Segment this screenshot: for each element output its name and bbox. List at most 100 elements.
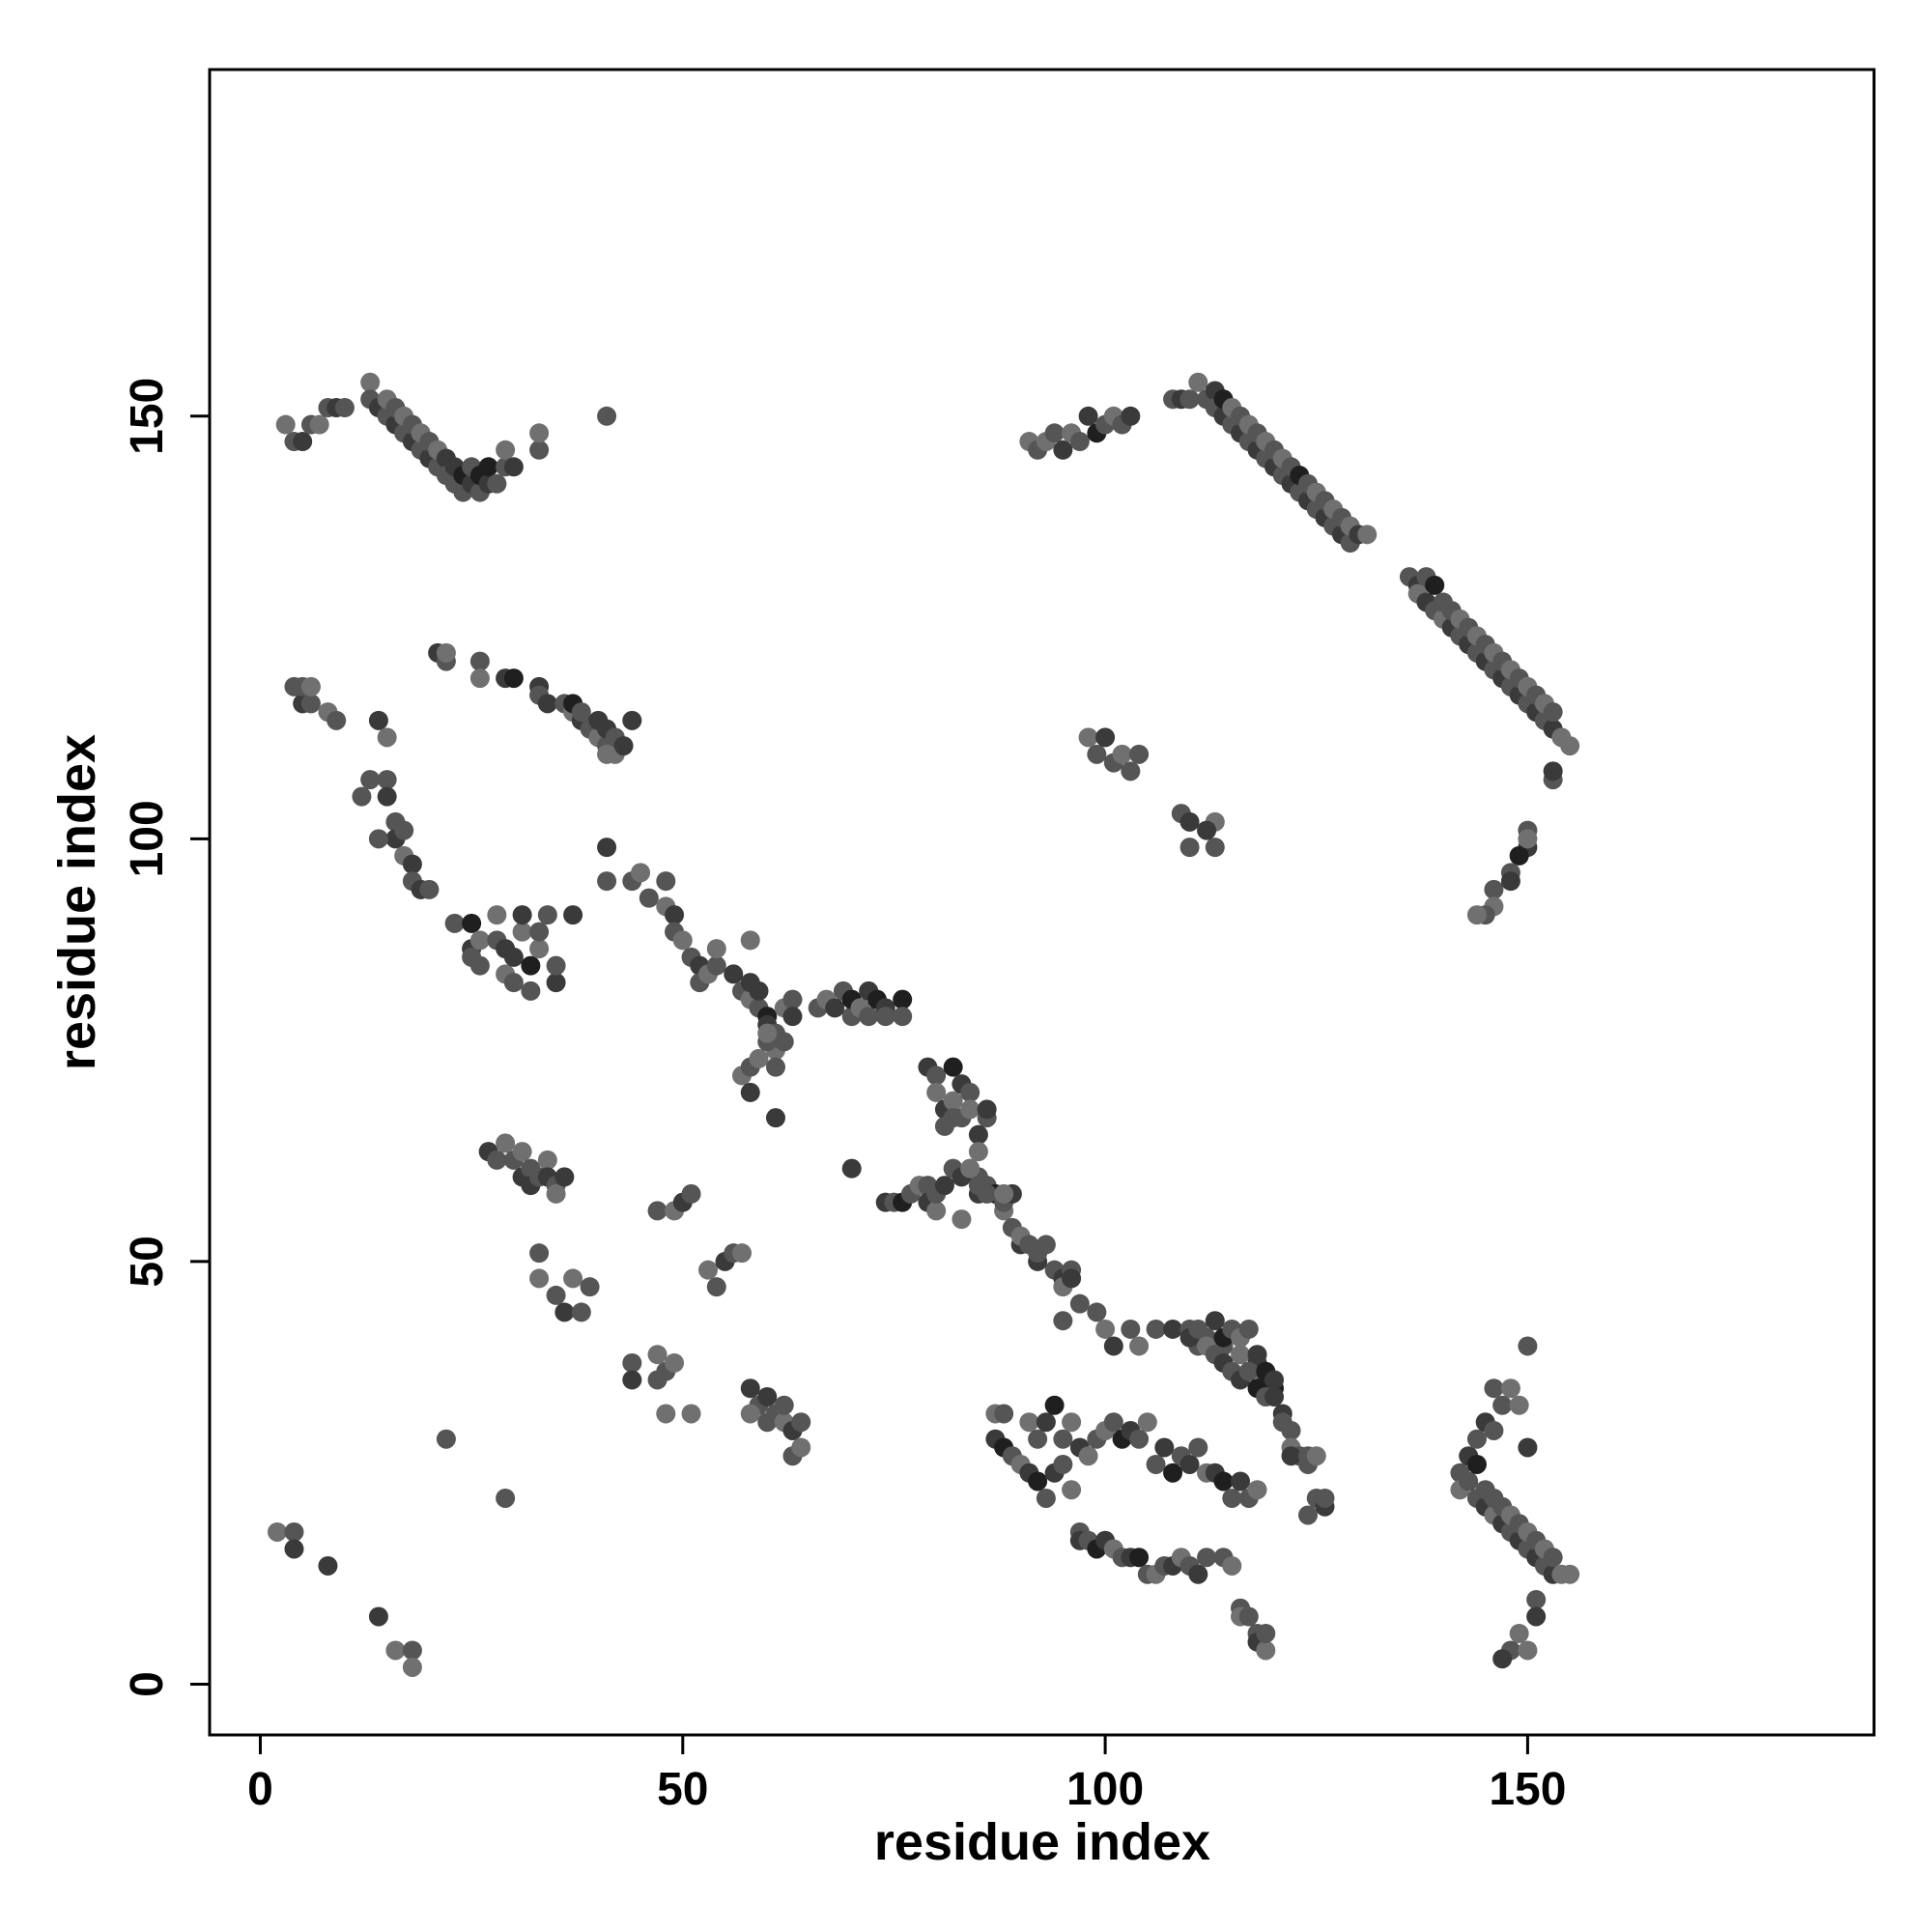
data-point xyxy=(1247,1480,1267,1500)
y-tick-label: 100 xyxy=(122,800,173,877)
data-point xyxy=(1264,1386,1285,1406)
data-point xyxy=(436,642,456,663)
data-point xyxy=(732,1243,753,1264)
data-point xyxy=(293,432,313,452)
data-point xyxy=(377,770,397,790)
data-point xyxy=(765,1108,785,1128)
data-point xyxy=(546,1183,566,1204)
data-point xyxy=(968,1124,988,1145)
data-point xyxy=(360,770,381,790)
data-point xyxy=(774,1395,794,1415)
data-point xyxy=(529,1243,550,1264)
data-point xyxy=(893,989,913,1009)
data-point xyxy=(656,871,676,892)
data-point xyxy=(436,1429,456,1449)
data-point xyxy=(740,1404,760,1424)
data-point xyxy=(529,939,550,959)
data-point xyxy=(469,651,490,671)
data-point xyxy=(1121,1319,1141,1339)
data-point xyxy=(1095,1319,1116,1339)
data-point xyxy=(1163,1319,1183,1339)
data-point xyxy=(1543,1548,1563,1568)
y-axis-label: residue index xyxy=(48,734,106,1070)
data-point xyxy=(1238,1319,1259,1339)
data-point xyxy=(327,710,347,730)
data-point xyxy=(672,930,693,951)
data-point xyxy=(1543,702,1563,723)
data-point xyxy=(1509,1623,1529,1643)
data-point xyxy=(1272,1412,1293,1433)
data-point xyxy=(1103,1412,1123,1433)
data-point xyxy=(580,1277,600,1297)
data-point xyxy=(1213,1471,1234,1492)
data-point xyxy=(512,922,532,942)
x-axis-label: residue index xyxy=(874,1813,1210,1871)
data-point xyxy=(1484,879,1504,899)
data-point xyxy=(1103,1336,1123,1356)
data-point xyxy=(512,1142,532,1162)
data-point xyxy=(1518,1640,1538,1661)
data-point xyxy=(537,694,557,714)
data-point xyxy=(1095,727,1116,748)
data-point xyxy=(394,820,414,840)
data-point xyxy=(402,1640,422,1661)
data-point xyxy=(521,980,541,1001)
data-point xyxy=(1197,1548,1217,1568)
data-point xyxy=(977,1183,997,1204)
data-point xyxy=(1053,1454,1073,1474)
data-point xyxy=(563,905,583,925)
data-point xyxy=(1484,1420,1504,1440)
x-axis: 0 50 100 150 xyxy=(247,1733,1566,1815)
data-point xyxy=(1188,1564,1208,1584)
data-point xyxy=(469,668,490,689)
data-point xyxy=(994,1183,1014,1204)
data-point xyxy=(1062,1268,1082,1289)
data-point xyxy=(503,668,524,689)
data-point xyxy=(1154,1437,1175,1458)
data-point xyxy=(444,913,465,933)
data-point xyxy=(402,854,422,874)
data-point xyxy=(859,1007,879,1027)
data-point xyxy=(1028,1471,1048,1492)
data-point xyxy=(537,905,557,925)
data-point xyxy=(791,1437,811,1458)
data-point xyxy=(1306,1446,1326,1466)
data-point xyxy=(1129,744,1150,764)
x-tick-label: 150 xyxy=(1489,1764,1566,1815)
data-point xyxy=(1129,1336,1150,1356)
data-point xyxy=(1247,1345,1267,1365)
data-point xyxy=(1315,1488,1335,1508)
data-point xyxy=(1179,389,1200,410)
data-point xyxy=(1425,575,1445,595)
y-tick-label: 0 xyxy=(122,1671,173,1697)
data-point xyxy=(1560,736,1580,756)
data-point xyxy=(537,1150,557,1170)
data-point xyxy=(503,973,524,993)
data-point xyxy=(597,871,617,892)
data-point xyxy=(1087,744,1107,764)
data-point xyxy=(1466,905,1487,925)
data-point xyxy=(597,838,617,858)
data-point xyxy=(1205,1311,1225,1331)
data-point xyxy=(352,786,372,807)
y-tick-label: 50 xyxy=(122,1236,173,1287)
data-point xyxy=(1078,406,1098,426)
data-point xyxy=(1264,1370,1285,1390)
data-point xyxy=(893,1007,913,1027)
data-point xyxy=(1112,744,1132,764)
data-point xyxy=(597,744,617,764)
data-point xyxy=(1238,1606,1259,1627)
data-point xyxy=(1492,1649,1513,1669)
data-point xyxy=(1129,1548,1150,1568)
data-point xyxy=(1053,1429,1073,1449)
data-point xyxy=(724,964,744,984)
data-point xyxy=(749,1048,769,1068)
data-point xyxy=(740,930,760,951)
data-point xyxy=(1028,1429,1048,1449)
data-point xyxy=(1179,811,1200,832)
y-tick-label: 150 xyxy=(122,378,173,455)
data-point xyxy=(469,955,490,976)
data-point xyxy=(926,1082,947,1102)
data-point xyxy=(368,710,388,730)
data-point xyxy=(529,423,550,443)
